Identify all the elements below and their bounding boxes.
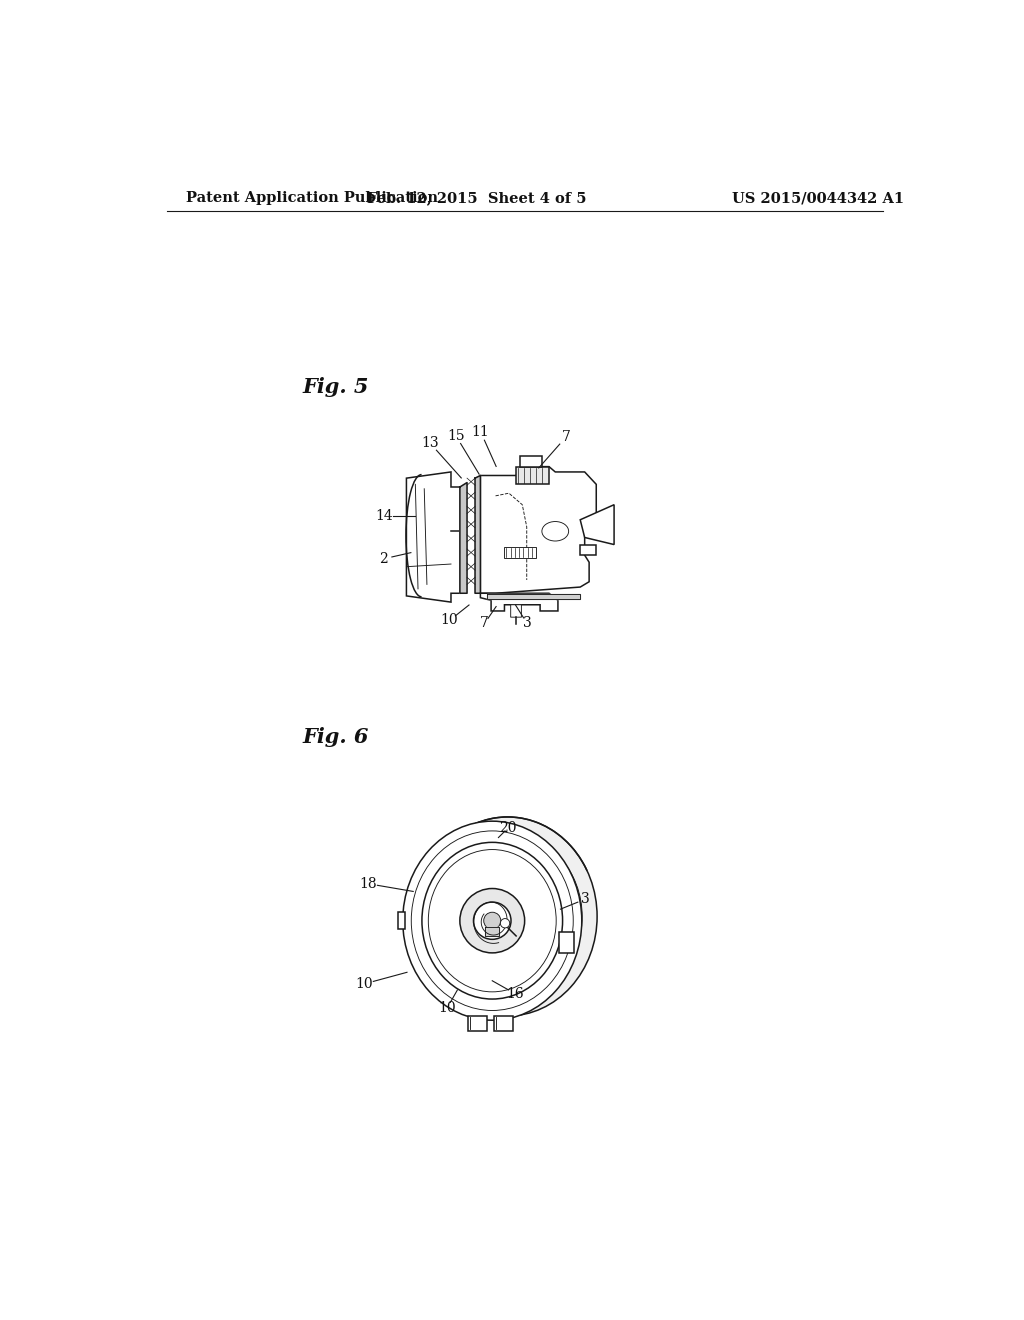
Circle shape	[501, 919, 510, 928]
Text: 7: 7	[561, 430, 570, 444]
FancyBboxPatch shape	[494, 1015, 513, 1031]
Polygon shape	[480, 467, 596, 593]
Text: 10: 10	[355, 977, 373, 991]
Text: 10: 10	[440, 614, 459, 627]
Polygon shape	[407, 473, 460, 602]
Text: 18: 18	[359, 876, 377, 891]
Circle shape	[460, 888, 524, 953]
Ellipse shape	[418, 817, 597, 1016]
Circle shape	[483, 912, 501, 929]
Text: Fig. 5: Fig. 5	[302, 378, 369, 397]
FancyBboxPatch shape	[505, 548, 536, 558]
Text: Patent Application Publication: Patent Application Publication	[186, 191, 438, 206]
Ellipse shape	[402, 821, 582, 1020]
FancyBboxPatch shape	[468, 1015, 487, 1031]
Text: 16: 16	[507, 987, 524, 1001]
Text: Feb. 12, 2015  Sheet 4 of 5: Feb. 12, 2015 Sheet 4 of 5	[367, 191, 587, 206]
Text: 13: 13	[422, 437, 439, 450]
Text: 11: 11	[472, 425, 489, 438]
Text: 14: 14	[375, 510, 392, 524]
Text: 3: 3	[522, 616, 531, 631]
Text: 10: 10	[438, 1001, 456, 1015]
FancyBboxPatch shape	[559, 932, 574, 953]
Text: 7: 7	[480, 616, 488, 631]
Text: 15: 15	[447, 429, 465, 442]
Polygon shape	[485, 928, 499, 936]
Text: Fig. 6: Fig. 6	[302, 727, 369, 747]
Ellipse shape	[433, 834, 583, 999]
FancyBboxPatch shape	[511, 605, 521, 618]
Ellipse shape	[412, 830, 573, 1011]
Polygon shape	[480, 593, 558, 611]
FancyBboxPatch shape	[581, 545, 596, 556]
FancyBboxPatch shape	[519, 455, 542, 467]
Text: 3: 3	[581, 892, 590, 906]
Polygon shape	[581, 504, 614, 545]
Ellipse shape	[422, 842, 562, 999]
Text: 20: 20	[499, 821, 516, 836]
Polygon shape	[475, 475, 480, 593]
Text: 2: 2	[379, 552, 388, 566]
Polygon shape	[486, 594, 581, 599]
FancyBboxPatch shape	[398, 912, 406, 929]
Polygon shape	[460, 483, 467, 593]
FancyBboxPatch shape	[516, 467, 549, 484]
Ellipse shape	[542, 521, 568, 541]
Ellipse shape	[428, 850, 556, 991]
Text: US 2015/0044342 A1: US 2015/0044342 A1	[732, 191, 904, 206]
Circle shape	[473, 902, 511, 940]
